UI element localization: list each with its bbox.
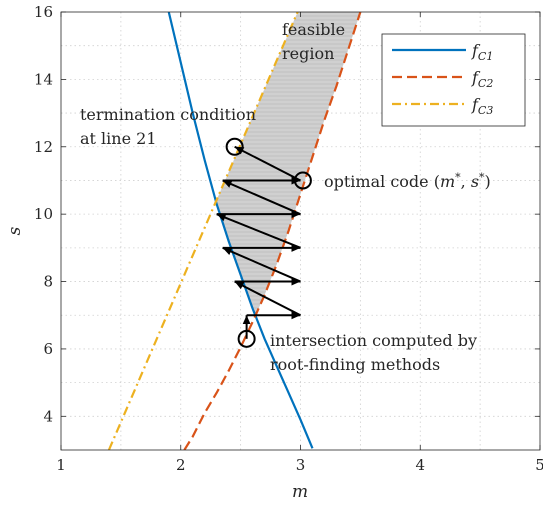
series-lines — [107, 12, 362, 450]
iteration-arrows — [216, 145, 301, 339]
series-line-f_C1 — [167, 12, 314, 449]
legend-label-main: f — [471, 68, 481, 87]
x-tick-label: 2 — [176, 456, 186, 474]
legend-label-main: f — [471, 95, 481, 114]
x-axis-label: m — [292, 482, 308, 502]
series-line-f_C2 — [183, 12, 362, 450]
iteration-arrow — [216, 213, 301, 249]
intersection-label-line2: root-finding methods — [270, 355, 440, 374]
legend-label-sub: C1 — [478, 50, 493, 63]
legend-label-main: f — [471, 41, 481, 60]
iteration-arrow — [222, 179, 301, 216]
x-tick-label: 4 — [415, 456, 425, 474]
y-tick-label: 4 — [43, 407, 53, 425]
feasible-region-label-line2: region — [282, 44, 334, 63]
optimal-m-star: * — [455, 171, 461, 184]
y-axis-label: s — [5, 226, 25, 235]
circle-marker — [225, 137, 244, 156]
legend-label-f_C1: fC1 — [471, 41, 493, 63]
legend-label-sub: C3 — [478, 104, 493, 117]
legend-label-f_C2: fC2 — [471, 68, 493, 90]
intersection-label-line1: intersection computed by — [270, 331, 477, 350]
termination-label-line1: termination condition — [80, 105, 256, 124]
y-tick-label: 16 — [34, 3, 53, 21]
optimal-text: optimal code ( — [324, 172, 440, 191]
optimal-code-label: optimal code (m*, s*) — [324, 171, 491, 191]
y-tick-label: 6 — [43, 340, 53, 358]
legend-label-sub: C2 — [478, 77, 493, 90]
feasible-region — [216, 12, 361, 316]
iteration-arrow — [222, 246, 301, 283]
x-tick-label: 1 — [56, 456, 66, 474]
y-tick-label: 10 — [34, 205, 53, 223]
optimal-sep: , — [461, 172, 471, 191]
circle-marker — [237, 329, 256, 348]
x-tick-label: 3 — [296, 456, 306, 474]
iteration-arrow — [234, 280, 301, 317]
optimal-s-star: * — [479, 171, 485, 184]
feasible-region-label-line1: feasible — [282, 20, 345, 39]
series-line-f_C3 — [107, 12, 299, 450]
legend-label-f_C3: fC3 — [471, 95, 493, 117]
circle-marker — [293, 171, 312, 190]
feasible-region-fill — [216, 12, 361, 316]
termination-label-line2: at line 21 — [80, 129, 157, 148]
optimal-close: ) — [485, 172, 491, 191]
y-tick-label: 8 — [43, 273, 53, 291]
y-tick-label: 14 — [34, 70, 53, 88]
optimal-m: m — [440, 172, 455, 191]
x-tick-label: 5 — [535, 456, 543, 474]
y-tick-label: 12 — [34, 138, 53, 156]
legend-box — [381, 33, 526, 127]
markers — [225, 137, 312, 348]
iteration-arrow — [234, 145, 301, 182]
optimal-s: s — [471, 172, 479, 191]
